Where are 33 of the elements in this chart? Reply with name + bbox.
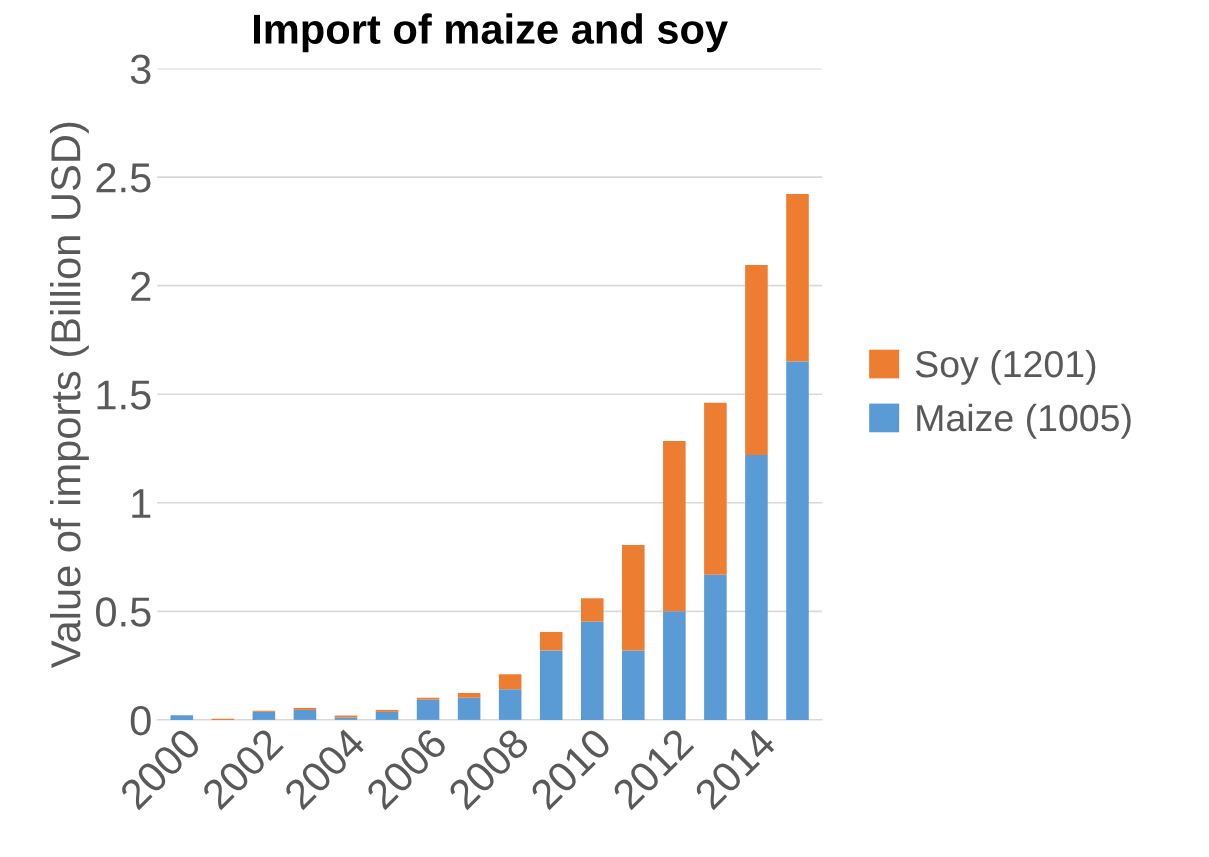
y-tick-label: 1.5 [97,380,151,410]
bar [293,709,317,720]
bar [786,194,809,362]
bar [704,402,727,575]
bar [580,598,604,622]
y-tick-label: 0.5 [96,597,151,627]
bar [539,650,563,720]
bar [704,574,727,720]
bar [375,711,399,720]
bar [622,544,645,651]
y-tick-label: 2 [131,271,151,301]
bar [580,621,604,720]
bar [252,711,276,720]
bar [170,715,194,720]
legend-label: Soy (1201) [915,349,1096,385]
bar [498,674,522,690]
bar [745,455,768,720]
bar [539,631,563,651]
bar [457,697,481,720]
y-tick-label: 1 [132,489,151,518]
legend-label: Maize (1005) [917,403,1131,439]
y-tick-label: 2.5 [96,163,151,193]
bar [663,441,686,612]
y-axis-title: Value of imports (Billion USD) [50,122,89,669]
chart-title: Import of maize and soy [253,13,728,53]
bar [786,361,809,720]
y-tick-label: 3 [130,54,151,85]
bar [498,689,522,720]
bar [416,699,440,720]
bar [745,265,768,456]
bar [663,611,686,720]
bar [457,692,481,698]
bar [622,650,645,720]
